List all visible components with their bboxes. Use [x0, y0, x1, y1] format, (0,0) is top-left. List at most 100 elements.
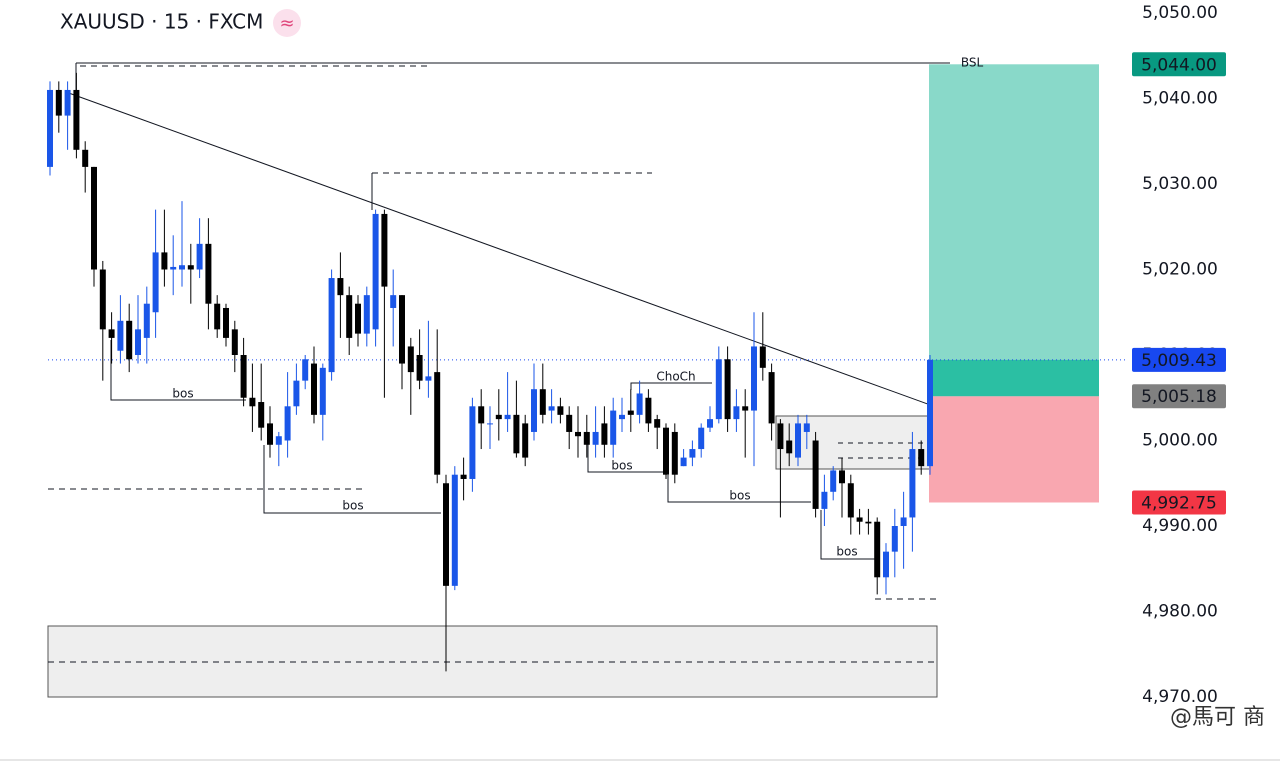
candle-body	[82, 149, 89, 167]
candle-body	[319, 367, 326, 415]
candle-body	[108, 329, 115, 338]
candle-body	[698, 427, 705, 450]
annotation: BSL	[961, 56, 984, 70]
price-label-bg	[1132, 347, 1226, 372]
candle-body	[777, 423, 784, 450]
candle-body	[469, 406, 476, 479]
candle-body	[724, 359, 731, 420]
candle-body	[883, 551, 889, 578]
candle-body	[258, 402, 265, 428]
candle-body	[55, 89, 62, 116]
candle-body	[654, 419, 661, 428]
candle-body	[275, 436, 282, 445]
candle-body	[434, 372, 441, 475]
y-tick-label: 5,020.00	[1142, 260, 1218, 280]
candle-body	[663, 427, 669, 475]
price-label: 5,005.18	[1141, 387, 1217, 407]
candle-body	[47, 89, 53, 167]
candle-body	[592, 431, 599, 445]
candle-body	[478, 406, 485, 424]
candle-body	[372, 213, 379, 330]
candle-body	[346, 295, 353, 338]
candle-body	[821, 491, 828, 509]
bos-line	[667, 475, 811, 503]
candle-body	[768, 372, 775, 424]
candle-body	[759, 346, 766, 368]
icon	[273, 9, 301, 37]
candle-body	[143, 303, 150, 338]
candle-body	[64, 89, 71, 116]
candle-body	[583, 431, 590, 445]
candle-body	[812, 440, 819, 509]
candle-body	[689, 449, 696, 458]
candle-body	[839, 470, 845, 484]
candle-body	[363, 295, 370, 334]
candle-body	[381, 213, 388, 287]
candle-body	[425, 376, 432, 381]
candle-body	[847, 483, 854, 518]
candle-body	[707, 419, 713, 428]
candle-body	[231, 329, 238, 355]
candle-body	[557, 406, 564, 415]
candle-body	[249, 397, 256, 407]
candle-body	[407, 346, 414, 373]
y-tick-label: 5,050.00	[1142, 3, 1218, 23]
candle-body	[803, 423, 810, 432]
candle-body	[671, 431, 678, 475]
candle-body	[337, 278, 344, 296]
candle-body	[874, 521, 881, 578]
candle-body	[267, 423, 273, 445]
candle-body	[495, 414, 502, 420]
stop-zone	[929, 396, 1099, 503]
annotation: bos	[729, 489, 750, 503]
annotation: bos	[611, 459, 632, 473]
bos-line	[110, 340, 246, 401]
bos-line	[820, 510, 876, 560]
annotation: ChoCh	[656, 370, 695, 384]
candle-body	[390, 295, 397, 308]
price-label-bg	[1132, 490, 1226, 515]
overlays	[47, 62, 1028, 698]
candle-body	[223, 307, 229, 338]
candle-body	[73, 89, 80, 150]
candle-body	[900, 517, 907, 526]
candle-body	[126, 320, 133, 360]
candle-body	[161, 252, 168, 270]
candle-body	[786, 440, 793, 454]
candle-body	[680, 457, 687, 467]
profit-zone	[929, 359, 1099, 397]
candle-body	[627, 410, 634, 415]
candle-body	[610, 410, 617, 445]
candle-body	[636, 393, 643, 415]
candle-body	[733, 406, 740, 420]
icon-glyph: ≈	[279, 13, 294, 34]
y-tick-label: 5,030.00	[1142, 174, 1218, 194]
candle-body	[460, 474, 467, 479]
y-tick-label: 4,990.00	[1142, 516, 1218, 536]
candle-body	[891, 526, 898, 552]
candle-body	[416, 355, 423, 381]
bos-line	[587, 440, 665, 473]
candle-body	[117, 320, 124, 351]
candle-body	[240, 355, 247, 398]
candle-body	[179, 265, 185, 270]
candle-body	[399, 295, 405, 364]
candle-body	[645, 397, 652, 424]
candle-body	[187, 265, 194, 270]
y-tick-label: 4,970.00	[1142, 687, 1218, 707]
candle-body	[539, 389, 546, 415]
candle-body	[355, 303, 361, 334]
candle-body	[601, 423, 608, 445]
price-label-bg	[1132, 52, 1226, 77]
candle-body	[742, 406, 749, 411]
bos-line	[263, 445, 441, 514]
candle-body	[513, 414, 520, 454]
candles	[47, 72, 933, 672]
candle-body	[830, 470, 837, 492]
annotations: BSL bos bos bos ChoCh bos bos	[172, 56, 983, 559]
choch-line	[630, 382, 712, 390]
annotation: bos	[836, 545, 857, 559]
candle-body	[196, 243, 203, 270]
candle-body	[328, 278, 335, 373]
